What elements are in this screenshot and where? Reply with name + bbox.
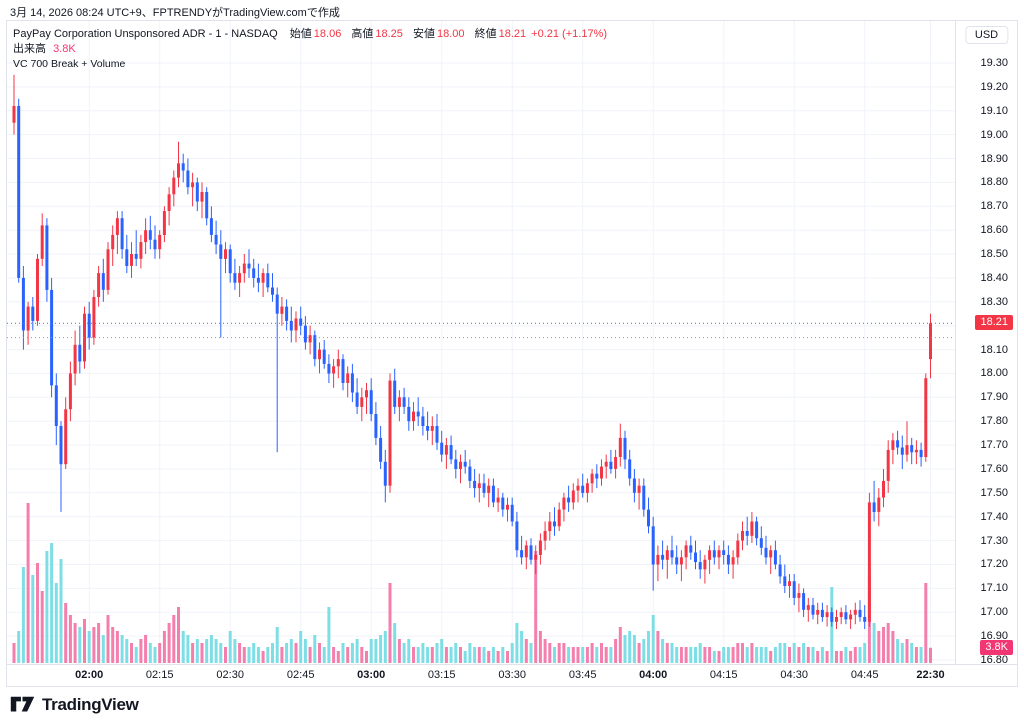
price-tick-label: 17.20 [980, 558, 1008, 571]
close-value: 18.21 [498, 28, 527, 40]
high-label: 高値 [351, 28, 374, 40]
time-tick-label: 04:45 [850, 669, 879, 681]
attribution-text: 3月 14, 2026 08:24 UTC+9、FPTRENDYがTrading… [10, 7, 340, 19]
symbol-legend-row[interactable]: PayPay Corporation Unsponsored ADR - 1 -… [13, 27, 607, 41]
tradingview-logo-icon [10, 696, 35, 712]
chart-legend: PayPay Corporation Unsponsored ADR - 1 -… [13, 27, 607, 72]
price-tick-label: 19.10 [980, 104, 1008, 117]
high-value: 18.25 [375, 28, 403, 40]
price-tick-label: 18.40 [980, 271, 1008, 284]
price-tick-label: 18.00 [980, 367, 1008, 380]
price-tick-label: 19.20 [980, 80, 1008, 93]
volume-label: 出来高 [13, 43, 46, 55]
time-tick-label: 04:00 [639, 669, 668, 681]
time-tick-label: 22:30 [916, 669, 945, 681]
price-tick-label: 17.30 [980, 534, 1008, 547]
candlestick-plot[interactable] [7, 21, 955, 664]
time-tick-label: 02:45 [286, 669, 315, 681]
time-tick-label: 03:45 [568, 669, 597, 681]
volume-value: 3.8K [53, 43, 76, 55]
time-tick-label: 02:30 [216, 669, 244, 681]
time-tick-label: 02:15 [145, 669, 174, 681]
time-tick-label: 04:15 [709, 669, 738, 681]
price-volume-canvas[interactable] [7, 21, 955, 664]
price-tick-label: 19.30 [980, 57, 1008, 69]
time-tick-label: 02:00 [75, 669, 104, 681]
currency-button[interactable]: USD [964, 26, 1009, 44]
price-tick-label: 18.10 [980, 343, 1008, 356]
price-tick-label: 18.90 [980, 152, 1008, 165]
time-tick-label: 03:30 [498, 669, 526, 681]
open-value: 18.06 [313, 28, 342, 40]
price-tick-label: 16.90 [980, 630, 1008, 643]
low-label: 安値 [412, 28, 435, 40]
symbol-title: PayPay Corporation Unsponsored ADR - 1 -… [13, 28, 278, 40]
price-tick-label: 16.80 [980, 654, 1008, 666]
price-tick-label: 19.00 [980, 128, 1008, 141]
indicator-legend-row[interactable]: VC 700 Break + Volume [13, 57, 607, 71]
time-axis[interactable]: 02:00 02:15 02:30 02:45 03:00 03:15 03:30 03:45… [7, 664, 1017, 686]
open-label: 始値 [289, 28, 312, 40]
price-tick-label: 17.80 [980, 415, 1008, 428]
price-tick-label: 17.00 [980, 606, 1008, 619]
price-tick-label: 18.30 [980, 295, 1008, 308]
chart-widget: PayPay Corporation Unsponsored ADR - 1 -… [6, 20, 1018, 687]
tradingview-logo-text: TradingView [42, 694, 139, 714]
time-tick-label: 03:15 [427, 669, 456, 681]
time-tick-label: 04:30 [780, 669, 808, 681]
price-tick-label: 17.40 [980, 510, 1008, 523]
last-price-label: 18.21 [975, 315, 1013, 331]
time-tick-label: 03:00 [357, 669, 386, 681]
change-value: +0.21 (+1.17%) [531, 28, 608, 40]
price-axis[interactable]: USD 19.30 19.20 19.10 19.00 18.90 18.80 18.70 1… [955, 21, 1017, 666]
price-tick-label: 18.50 [980, 248, 1008, 261]
last-volume-label: 3.8K [980, 639, 1013, 655]
price-tick-label: 18.80 [980, 176, 1008, 189]
price-tick-label: 18.70 [980, 200, 1008, 213]
low-value: 18.00 [436, 28, 465, 40]
price-tick-label: 17.90 [980, 391, 1008, 404]
price-tick-label: 18.60 [980, 224, 1008, 237]
price-tick-label: 17.50 [980, 486, 1008, 499]
close-label: 終値 [474, 28, 497, 40]
indicator-name: VC 700 Break + Volume [13, 58, 126, 70]
tradingview-attribution[interactable]: TradingView [10, 694, 139, 715]
price-tick-label: 17.70 [980, 439, 1008, 452]
volume-legend-row[interactable]: 出来高 3.8K [13, 42, 607, 56]
price-tick-label: 17.60 [980, 462, 1008, 475]
price-tick-label: 17.10 [980, 582, 1008, 595]
